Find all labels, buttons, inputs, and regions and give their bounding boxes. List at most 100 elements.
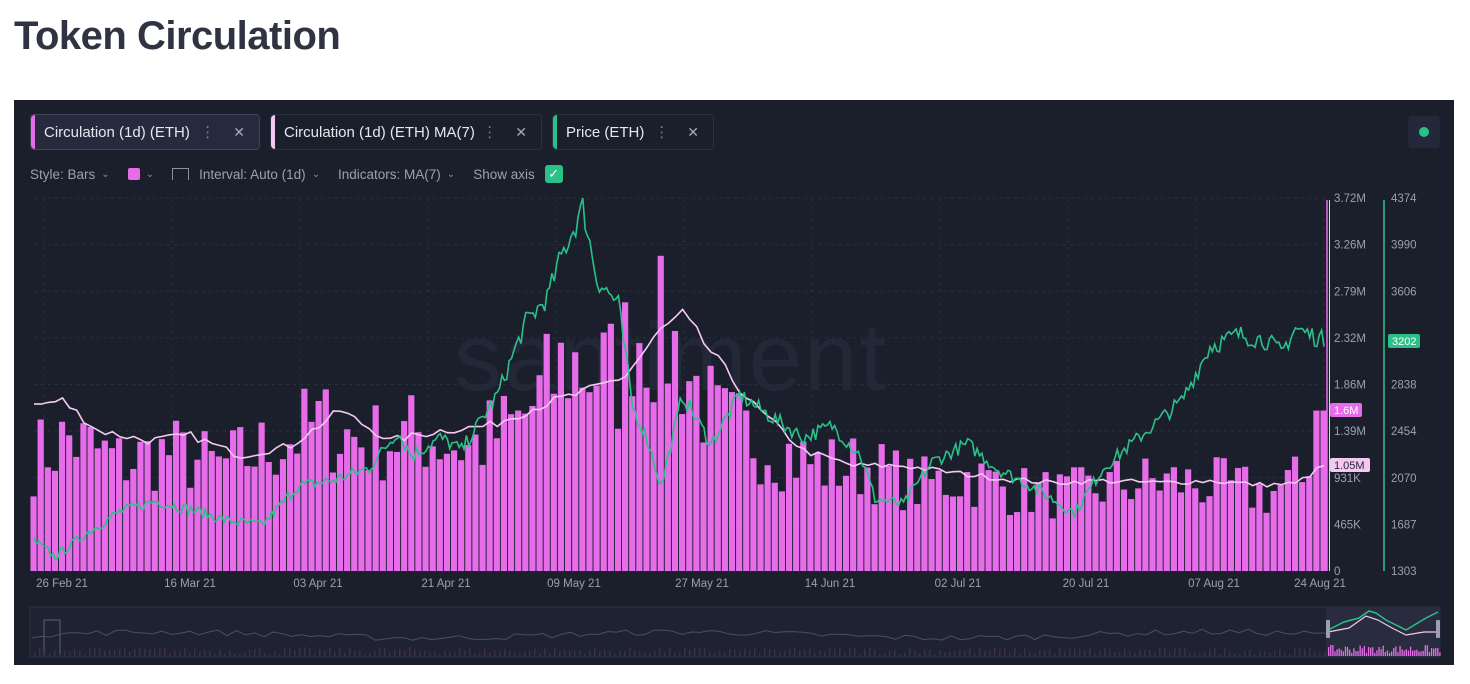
navigator-bar: [979, 647, 981, 656]
bar: [1177, 492, 1185, 571]
bar: [814, 453, 821, 571]
navigator-bar: [544, 648, 546, 656]
navigator-bar: [1363, 645, 1365, 656]
bar: [1306, 476, 1313, 571]
navigator-bar: [439, 653, 441, 656]
bar: [1106, 472, 1113, 571]
badge-text: 1.05M: [1334, 460, 1365, 472]
navigator-bar: [169, 653, 171, 656]
more-vertical-icon[interactable]: ⋮: [654, 124, 670, 141]
bar: [1263, 512, 1270, 571]
more-vertical-icon[interactable]: ⋮: [482, 124, 498, 141]
bar: [736, 393, 743, 571]
check-icon[interactable]: ✓: [544, 165, 563, 183]
bar: [899, 510, 907, 571]
y-tick-label: 465K: [1334, 519, 1361, 531]
bar: [180, 432, 187, 571]
navigator-bar: [99, 648, 101, 656]
navigator-bar: [659, 648, 661, 656]
navigator-bar: [1330, 645, 1332, 656]
tab-circulation-ma7[interactable]: Circulation (1d) (ETH) MA(7) ⋮ ✕: [270, 114, 542, 150]
bar: [130, 468, 137, 571]
navigator-bar: [264, 652, 266, 656]
y-tick-label: 3.72M: [1334, 193, 1366, 205]
navigator-bar: [1328, 647, 1330, 656]
y-tick-label: 1.86M: [1334, 380, 1366, 392]
navigator-bar: [904, 653, 906, 656]
color-swatch: [127, 168, 140, 180]
more-vertical-icon[interactable]: ⋮: [200, 124, 216, 141]
tab-price[interactable]: Price (ETH) ⋮ ✕: [552, 114, 714, 150]
style-dropdown[interactable]: Style: Bars ⌄: [30, 167, 110, 182]
bar: [1156, 490, 1163, 571]
bar: [1192, 488, 1199, 571]
navigator-bar: [159, 649, 161, 656]
navigator-bar: [789, 648, 791, 656]
bar: [935, 470, 942, 571]
close-icon[interactable]: ✕: [687, 123, 699, 140]
navigator-bar: [1249, 649, 1251, 656]
close-icon[interactable]: ✕: [233, 123, 245, 140]
bar: [1113, 460, 1120, 571]
navigator-bar: [719, 650, 721, 656]
navigator-bar: [1338, 648, 1340, 656]
status-button[interactable]: [1408, 116, 1440, 148]
navigator-bar: [1374, 652, 1376, 656]
bar: [892, 450, 900, 571]
bar: [914, 504, 921, 571]
navigator-bar: [1129, 650, 1131, 656]
bar: [386, 451, 393, 571]
navigator-bar: [644, 652, 646, 656]
navigator-bar: [109, 649, 111, 656]
color-dropdown[interactable]: ⌄: [127, 168, 154, 180]
bar: [515, 410, 522, 571]
bar: [564, 398, 572, 571]
y-tick-label: 3606: [1391, 286, 1417, 298]
navigator-bar: [1384, 651, 1386, 656]
navigator-bar: [339, 648, 341, 656]
bar: [1320, 410, 1327, 571]
navigator-bar: [589, 650, 591, 656]
indicators-label: Indicators: MA(7): [338, 166, 441, 182]
navigator-bar: [739, 651, 741, 656]
bar: [543, 333, 550, 571]
indicators-dropdown[interactable]: Indicators: MA(7) ⌄: [338, 167, 455, 182]
bar: [771, 482, 778, 571]
bar: [643, 387, 650, 571]
bar: [821, 485, 828, 571]
bar: [964, 472, 971, 571]
bar: [30, 496, 37, 571]
interval-dropdown[interactable]: Interval: Auto (1d) ⌄: [172, 167, 320, 182]
navigator-bar: [69, 651, 71, 656]
bar: [500, 395, 508, 571]
navigator-bar: [1357, 650, 1359, 656]
navigator-price-line: [1327, 610, 1439, 631]
show-axis-toggle[interactable]: Show axis ✓: [473, 165, 563, 183]
navigator-bar: [744, 648, 746, 656]
navigator-bar: [184, 647, 186, 656]
navigator-bar: [854, 648, 856, 656]
navigator-bar: [529, 650, 531, 656]
series-color-stripe: [31, 115, 35, 149]
navigator-bar: [1435, 647, 1437, 656]
navigator-bar: [1134, 652, 1136, 656]
navigator-bar: [1204, 651, 1206, 656]
navigator-history-line: [31, 628, 1333, 641]
tab-circulation[interactable]: Circulation (1d) (ETH) ⋮ ✕: [30, 114, 260, 150]
navigator-bar: [569, 650, 571, 656]
navigator-bar: [539, 653, 541, 656]
bar: [51, 470, 59, 571]
bar: [1213, 457, 1220, 571]
bar: [728, 392, 736, 571]
bar: [1049, 518, 1056, 571]
navigator-bar: [1224, 647, 1226, 656]
navigator-bar: [464, 650, 466, 656]
close-icon[interactable]: ✕: [515, 123, 527, 140]
series-color-stripe: [271, 115, 275, 149]
bar: [465, 445, 472, 571]
navigator-bar: [999, 649, 1001, 656]
ma7-line: [33, 308, 1325, 488]
navigator-bar: [1422, 650, 1424, 656]
navigator-bar: [809, 648, 811, 656]
